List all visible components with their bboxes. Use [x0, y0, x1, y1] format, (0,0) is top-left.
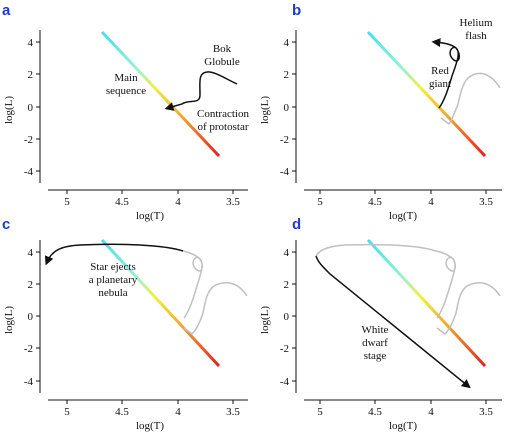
y-tick-label: 2 — [284, 279, 290, 291]
x-tick-label: 4.5 — [368, 406, 382, 418]
y-tick-label: 0 — [284, 102, 290, 114]
panel-letter-d: d — [292, 216, 301, 233]
annotation-white: White — [362, 324, 389, 336]
y-axis-label: log(L) — [259, 96, 271, 124]
x-tick-label: 3.5 — [479, 406, 493, 418]
y-ticks: 4 2 0 -2 -4 — [280, 37, 296, 178]
annotation-helium: Helium — [460, 17, 493, 29]
annotation-sequence: sequence — [106, 85, 146, 97]
x-tick-label: 4 — [175, 196, 181, 208]
y-tick-label: 0 — [28, 102, 34, 114]
main-sequence-band — [366, 30, 487, 158]
x-axis-label: log(T) — [136, 420, 164, 432]
annotation-dwarf: dwarf — [362, 337, 388, 349]
y-axis-label: log(L) — [259, 306, 271, 334]
x-ticks: 5 4.5 4 3.5 — [64, 400, 240, 418]
annotation-main: Main — [114, 72, 138, 84]
panel-b: b 4 2 0 -2 -4 5 4.5 4 3.5 log(T) log(L) — [259, 2, 502, 222]
y-tick-label: 4 — [28, 247, 34, 259]
y-tick-label: -4 — [280, 376, 290, 388]
x-tick-label: 4 — [175, 406, 181, 418]
y-tick-label: -2 — [280, 134, 289, 146]
y-tick-label: -4 — [24, 166, 34, 178]
x-tick-label: 4.5 — [115, 196, 129, 208]
panel-a: a 4 2 0 -2 -4 5 4.5 4 3.5 log(T) log(L) — [2, 2, 249, 222]
main-sequence-band — [100, 238, 221, 368]
protostar-contraction-track — [164, 71, 238, 111]
annotation-giant: giant — [429, 78, 451, 90]
main-sequence-band — [366, 238, 487, 368]
y-tick-label: -4 — [280, 166, 290, 178]
x-tick-label: 4 — [428, 196, 434, 208]
panel-c: c 4 2 0 -2 -4 5 4.5 4 3.5 log(T) log(L) — [2, 216, 248, 432]
x-ticks: 5 4.5 4 3.5 — [317, 400, 493, 418]
annotation-bok: Bok — [213, 43, 232, 55]
y-tick-label: 2 — [284, 69, 290, 81]
x-tick-label: 5 — [317, 196, 323, 208]
annotation-flash: flash — [465, 30, 487, 42]
y-tick-label: 2 — [28, 69, 34, 81]
past-track — [440, 72, 501, 126]
annotation-globule: Globule — [204, 56, 240, 68]
x-tick-label: 4.5 — [115, 406, 129, 418]
x-ticks: 5 4.5 4 3.5 — [317, 190, 493, 208]
red-giant-track — [431, 38, 461, 109]
past-track — [315, 243, 501, 335]
x-tick-label: 3.5 — [226, 406, 240, 418]
y-axis-label: log(L) — [3, 96, 15, 124]
x-tick-label: 4 — [428, 406, 434, 418]
annotation-a-planetary: a planetary — [89, 274, 138, 286]
planetary-nebula-track — [44, 243, 184, 266]
y-ticks: 4 2 0 -2 -4 — [24, 247, 40, 388]
y-ticks: 4 2 0 -2 -4 — [24, 37, 40, 178]
annotation-contraction: Contraction — [197, 108, 249, 120]
past-track — [182, 250, 248, 335]
x-tick-label: 3.5 — [479, 196, 493, 208]
x-axis-label: log(T) — [389, 210, 417, 222]
x-tick-label: 5 — [64, 196, 70, 208]
x-tick-label: 3.5 — [226, 196, 240, 208]
x-tick-label: 5 — [64, 406, 70, 418]
y-tick-label: -4 — [24, 376, 34, 388]
x-tick-label: 5 — [317, 406, 323, 418]
annotation-nebula: nebula — [98, 287, 127, 299]
panel-d: d 4 2 0 -2 -4 5 4.5 4 3.5 log(T) log(L) — [259, 216, 502, 432]
annotation-star-ejects: Star ejects — [90, 261, 136, 273]
annotation-stage: stage — [364, 350, 387, 362]
x-tick-label: 4.5 — [368, 196, 382, 208]
panel-letter-c: c — [2, 216, 10, 233]
y-tick-label: 0 — [284, 311, 290, 323]
y-tick-label: -2 — [280, 343, 289, 355]
y-ticks: 4 2 0 -2 -4 — [280, 247, 296, 388]
y-tick-label: -2 — [24, 134, 33, 146]
x-axis-label: log(T) — [389, 420, 417, 432]
y-tick-label: -2 — [24, 343, 33, 355]
y-tick-label: 4 — [284, 247, 290, 259]
panel-letter-a: a — [2, 2, 11, 19]
white-dwarf-track — [315, 255, 471, 389]
x-ticks: 5 4.5 4 3.5 — [64, 190, 240, 208]
y-tick-label: 0 — [28, 311, 34, 323]
y-tick-label: 4 — [28, 37, 34, 49]
main-sequence-band — [100, 30, 221, 158]
annotation-of-protostar: of protostar — [197, 121, 248, 133]
y-axis-label: log(L) — [3, 306, 15, 334]
x-axis-label: log(T) — [136, 210, 164, 222]
y-tick-label: 4 — [284, 37, 290, 49]
annotation-red: Red — [431, 65, 449, 77]
panel-letter-b: b — [292, 2, 301, 19]
y-tick-label: 2 — [28, 279, 34, 291]
